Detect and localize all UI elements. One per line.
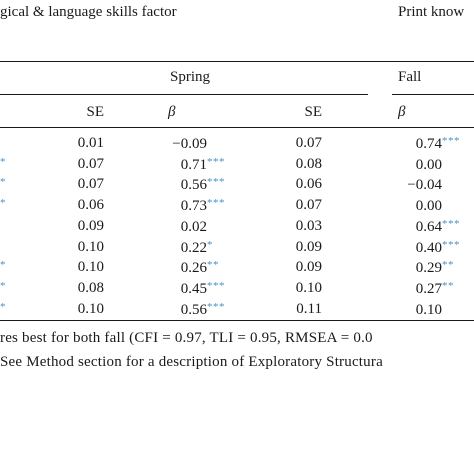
cell-se-1: 0.07 <box>77 176 104 192</box>
cell-se-2: 0.08 <box>295 156 322 172</box>
fall-significance-stars: *** <box>442 218 460 230</box>
row-leading-star: * <box>0 280 6 292</box>
fall-significance-stars: ** <box>442 280 454 292</box>
spring-significance-stars: *** <box>207 176 225 188</box>
header-beta-spring: β <box>168 104 176 120</box>
spring-beta-value: −0.09 <box>172 136 207 152</box>
fall-beta-value: 0.27 <box>415 281 442 297</box>
cell-spring-beta: 0.22* <box>165 239 213 257</box>
cell-se-2: 0.09 <box>295 259 322 275</box>
spring-beta-value: 0.73 <box>180 198 207 214</box>
spring-significance-stars: *** <box>207 197 225 209</box>
cell-se-2: 0.07 <box>295 197 322 213</box>
cell-se-1: 0.10 <box>77 239 104 255</box>
cell-fall-beta: −0.04 <box>396 176 442 194</box>
spring-beta-value: 0.71 <box>180 157 207 173</box>
fall-beta-value: 0.10 <box>415 302 442 318</box>
fall-significance-stars: ** <box>442 259 454 271</box>
cell-spring-beta: 0.56*** <box>165 301 225 319</box>
fall-significance-stars: *** <box>442 239 460 251</box>
row-leading-star: * <box>0 176 6 188</box>
cell-fall-beta: 0.10 <box>396 301 442 319</box>
cell-se-1: 0.07 <box>77 156 104 172</box>
cell-spring-beta: 0.56*** <box>165 176 225 194</box>
fall-underline <box>392 94 474 95</box>
cell-spring-beta: 0.71*** <box>165 156 225 174</box>
fall-beta-value: 0.00 <box>415 198 442 214</box>
fall-beta-value: 0.29 <box>415 260 442 276</box>
spring-beta-value: 0.56 <box>180 302 207 318</box>
cell-se-1: 0.09 <box>77 218 104 234</box>
cell-se-1: 0.10 <box>77 259 104 275</box>
cell-fall-beta: 0.74*** <box>396 135 460 153</box>
cell-se-1: 0.01 <box>77 135 104 151</box>
group-spring: Spring <box>170 69 211 85</box>
top-rule <box>0 61 474 62</box>
cell-spring-beta: 0.02 <box>165 218 207 236</box>
spring-significance-stars: *** <box>207 301 225 313</box>
header-se-1: SE <box>86 104 104 120</box>
spring-significance-stars: *** <box>207 280 225 292</box>
cell-se-2: 0.10 <box>295 280 322 296</box>
row-leading-star: * <box>0 197 6 209</box>
cell-se-2: 0.09 <box>295 239 322 255</box>
cell-spring-beta: 0.45*** <box>165 280 225 298</box>
spring-beta-value: 0.26 <box>180 260 207 276</box>
fall-beta-value: 0.40 <box>415 240 442 256</box>
footnote-line-1: res best for both fall (CFI = 0.97, TLI … <box>0 330 373 346</box>
cell-se-2: 0.03 <box>295 218 322 234</box>
cell-spring-beta: 0.26** <box>165 259 219 277</box>
cell-se-1: 0.06 <box>77 197 104 213</box>
cell-fall-beta: 0.00 <box>396 197 442 215</box>
footnote-line-2: See Method section for a description of … <box>0 354 383 370</box>
cell-fall-beta: 0.00 <box>396 156 442 174</box>
fall-beta-value: −0.04 <box>407 177 442 193</box>
bottom-rule <box>0 320 474 321</box>
spring-beta-value: 0.45 <box>180 281 207 297</box>
spring-beta-value: 0.02 <box>180 219 207 235</box>
cell-fall-beta: 0.64*** <box>396 218 460 236</box>
spring-underline <box>0 94 368 95</box>
fall-significance-stars: *** <box>442 135 460 147</box>
fall-beta-value: 0.74 <box>415 136 442 152</box>
cell-se-2: 0.07 <box>295 135 322 151</box>
fall-beta-value: 0.64 <box>415 219 442 235</box>
group-fall: Fall <box>398 69 422 85</box>
row-leading-star: * <box>0 156 6 168</box>
header-se-2: SE <box>304 104 322 120</box>
spring-significance-stars: *** <box>207 156 225 168</box>
spring-beta-value: 0.22 <box>180 240 207 256</box>
print-knowledge-title: Print know <box>398 4 465 20</box>
cell-se-2: 0.11 <box>296 301 322 317</box>
spring-significance-stars: * <box>207 239 213 251</box>
cell-spring-beta: 0.73*** <box>165 197 225 215</box>
header-rule <box>0 127 474 128</box>
cell-fall-beta: 0.27** <box>396 280 454 298</box>
cell-fall-beta: 0.29** <box>396 259 454 277</box>
fall-beta-value: 0.00 <box>415 157 442 173</box>
cell-se-1: 0.10 <box>77 301 104 317</box>
spring-significance-stars: ** <box>207 259 219 271</box>
cell-spring-beta: −0.09 <box>165 135 207 153</box>
factor-title: gical & language skills factor <box>0 4 177 20</box>
row-leading-star: * <box>0 301 6 313</box>
spring-beta-value: 0.56 <box>180 177 207 193</box>
cell-fall-beta: 0.40*** <box>396 239 460 257</box>
cell-se-1: 0.08 <box>77 280 104 296</box>
header-beta-fall: β <box>398 104 406 120</box>
cell-se-2: 0.06 <box>295 176 322 192</box>
row-leading-star: * <box>0 259 6 271</box>
